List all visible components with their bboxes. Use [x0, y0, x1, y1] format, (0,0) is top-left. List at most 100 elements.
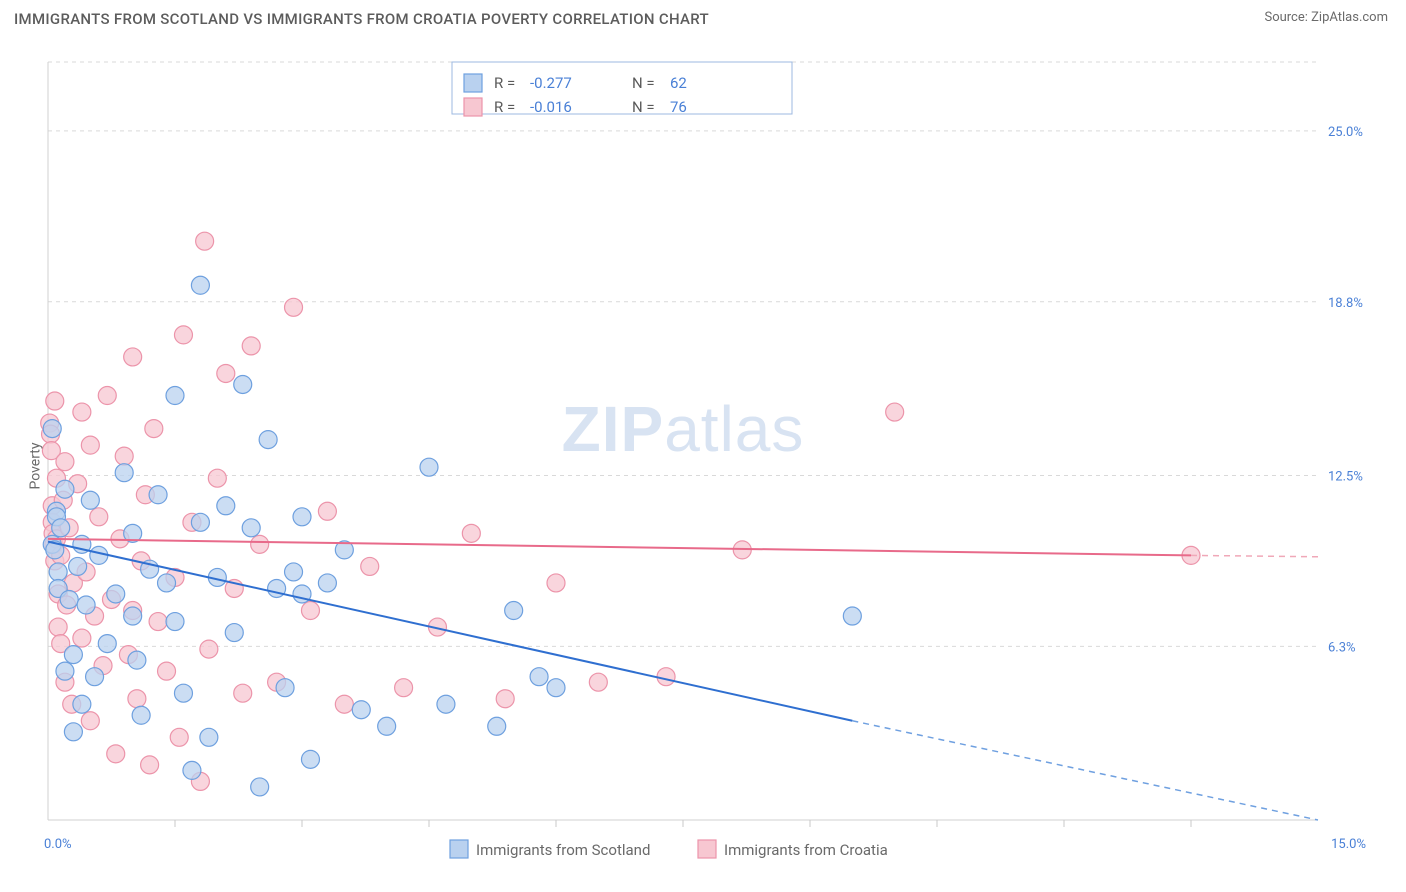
legend-series-label: Immigrants from Croatia [724, 841, 888, 859]
legend-n-label: N = [632, 74, 655, 92]
legend-n-value: 62 [670, 74, 687, 92]
data-point [285, 563, 303, 581]
data-point [361, 557, 379, 575]
data-point [90, 508, 108, 526]
data-point [234, 684, 252, 702]
legend-series-label: Immigrants from Scotland [476, 841, 650, 859]
data-point [530, 668, 548, 686]
data-point [657, 668, 675, 686]
correlation-scatter-chart: ZIPatlas6.3%12.5%18.8%25.0%0.0%15.0%R =-… [0, 40, 1406, 892]
data-point [69, 557, 87, 575]
data-point [107, 745, 125, 763]
data-point [196, 232, 214, 250]
x-tick-label: 0.0% [44, 837, 72, 852]
data-point [251, 778, 269, 796]
data-point [352, 701, 370, 719]
regression-line-extrapolated [852, 721, 1318, 820]
data-point [191, 276, 209, 294]
data-point [128, 651, 146, 669]
data-point [56, 480, 74, 498]
data-point [90, 546, 108, 564]
data-point [77, 596, 95, 614]
data-point [183, 761, 201, 779]
data-point [81, 712, 99, 730]
data-point [149, 613, 167, 631]
source-link[interactable]: ZipAtlas.com [1311, 10, 1388, 25]
data-point [217, 364, 235, 382]
data-point [56, 662, 74, 680]
svg-text:ZIPatlas: ZIPatlas [562, 393, 805, 465]
data-point [73, 629, 91, 647]
y-tick-label: 6.3% [1328, 640, 1356, 655]
data-point [335, 695, 353, 713]
data-point [128, 690, 146, 708]
chart-title: IMMIGRANTS FROM SCOTLAND VS IMMIGRANTS F… [14, 10, 709, 28]
data-point [60, 590, 78, 608]
data-point [145, 420, 163, 438]
data-point [158, 574, 176, 592]
data-point [242, 519, 260, 537]
data-point [98, 635, 116, 653]
data-point [242, 337, 260, 355]
data-point [318, 502, 336, 520]
data-point [293, 508, 311, 526]
data-point [170, 728, 188, 746]
data-point [301, 602, 319, 620]
data-point [589, 673, 607, 691]
data-point [547, 574, 565, 592]
regression-line [48, 542, 852, 721]
regression-line [48, 539, 1191, 556]
data-point [437, 695, 455, 713]
data-point [174, 326, 192, 344]
data-point [86, 668, 104, 686]
data-point [46, 392, 64, 410]
data-point [488, 717, 506, 735]
y-tick-label: 25.0% [1328, 125, 1363, 140]
legend-n-value: 76 [670, 98, 687, 116]
data-point [496, 690, 514, 708]
data-point [174, 684, 192, 702]
data-point [200, 728, 218, 746]
data-point [378, 717, 396, 735]
data-point [115, 464, 133, 482]
regression-line-extrapolated [1191, 555, 1318, 556]
legend-swatch [464, 74, 482, 92]
legend-swatch [450, 840, 468, 858]
legend-r-label: R = [494, 98, 515, 116]
data-point [547, 679, 565, 697]
data-point [217, 497, 235, 515]
data-point [98, 387, 116, 405]
data-point [56, 453, 74, 471]
source-label: Source: ZipAtlas.com [1264, 10, 1388, 25]
data-point [505, 602, 523, 620]
data-point [64, 646, 82, 664]
data-point [81, 491, 99, 509]
data-point [166, 387, 184, 405]
data-point [158, 662, 176, 680]
y-tick-label: 18.8% [1328, 296, 1363, 311]
data-point [64, 723, 82, 741]
data-point [191, 513, 209, 531]
data-point [208, 469, 226, 487]
legend-r-value: -0.016 [530, 98, 572, 116]
y-tick-label: 12.5% [1328, 469, 1363, 484]
data-point [285, 298, 303, 316]
legend-swatch [698, 840, 716, 858]
data-point [49, 618, 67, 636]
data-point [462, 524, 480, 542]
data-point [166, 613, 184, 631]
data-point [149, 486, 167, 504]
data-point [301, 750, 319, 768]
data-point [115, 447, 133, 465]
data-point [276, 679, 294, 697]
data-point [49, 563, 67, 581]
data-point [259, 431, 277, 449]
data-point [124, 607, 142, 625]
data-point [43, 420, 61, 438]
data-point [225, 624, 243, 642]
data-point [395, 679, 413, 697]
data-point [251, 535, 269, 553]
data-point [52, 519, 70, 537]
data-point [234, 375, 252, 393]
y-axis-label: Poverty [28, 442, 44, 489]
